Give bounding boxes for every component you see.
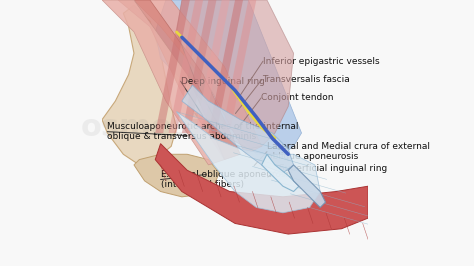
Text: Conjoint tendon: Conjoint tendon	[261, 93, 334, 102]
Polygon shape	[195, 0, 230, 133]
Polygon shape	[102, 0, 224, 165]
Polygon shape	[182, 85, 293, 173]
Polygon shape	[134, 154, 219, 197]
Polygon shape	[169, 0, 203, 133]
Text: Musculoaponeurotic arches of the internal
oblique & transversus abdominis: Musculoaponeurotic arches of the interna…	[108, 122, 299, 141]
Polygon shape	[118, 0, 240, 160]
Text: Inferior epigastric vessels: Inferior epigastric vessels	[263, 57, 380, 66]
Polygon shape	[134, 0, 262, 154]
Polygon shape	[155, 0, 190, 133]
Text: External oblique aponeurosis
(intercrural fibers): External oblique aponeurosis (intercrura…	[161, 170, 292, 189]
Polygon shape	[262, 154, 299, 192]
Polygon shape	[209, 0, 243, 133]
Text: Deep inguinal ring: Deep inguinal ring	[181, 77, 264, 86]
Text: osmosis: osmosis	[81, 113, 219, 142]
Text: Lateral and Medial crura of external
oblique aponeurosis: Lateral and Medial crura of external obl…	[267, 142, 430, 161]
Polygon shape	[176, 0, 293, 149]
Polygon shape	[222, 0, 256, 133]
Polygon shape	[288, 165, 326, 207]
Polygon shape	[155, 144, 368, 234]
Polygon shape	[102, 5, 176, 165]
Polygon shape	[155, 0, 301, 154]
Text: Transversalis fascia: Transversalis fascia	[262, 75, 349, 84]
Polygon shape	[176, 112, 320, 213]
Text: Superficial inguinal ring: Superficial inguinal ring	[279, 164, 387, 173]
Polygon shape	[182, 0, 217, 133]
